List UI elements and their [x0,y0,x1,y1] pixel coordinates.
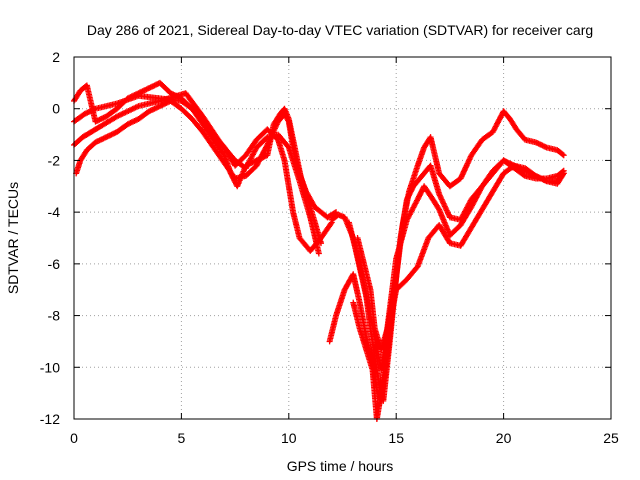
y-tick-label: -8 [48,308,61,324]
y-tick-label: -10 [40,359,60,375]
series-8 [350,162,567,422]
data-point [559,151,566,158]
x-axis-label: GPS time / hours [287,458,394,474]
x-tick-label: 20 [496,430,512,446]
x-tick-label: 0 [70,430,78,446]
y-axis-label: SDTVAR / TECUs [5,182,21,294]
chart-title: Day 286 of 2021, Sidereal Day-to-day VTE… [87,22,593,38]
plot-border [73,56,612,420]
y-tick-label: 0 [52,101,60,117]
y-tick-label: -6 [48,256,61,272]
data-point [560,170,567,177]
data-point [327,220,334,227]
x-tick-label: 15 [388,430,404,446]
data-point [559,171,566,178]
x-tick-label: 25 [603,430,619,446]
data-point [393,273,400,280]
data-point [520,172,527,179]
y-tick-label: -4 [48,204,61,220]
data-points [71,79,567,422]
data-point [560,152,567,159]
data-point [315,250,322,257]
x-tick-label: 5 [178,430,186,446]
series-4 [73,97,340,221]
y-tick-label: -2 [48,152,61,168]
data-point [285,117,292,124]
series-9 [354,235,400,353]
y-tick-label: -12 [40,411,60,427]
y-tick-label: 2 [52,49,60,65]
x-tick-label: 10 [281,430,297,446]
